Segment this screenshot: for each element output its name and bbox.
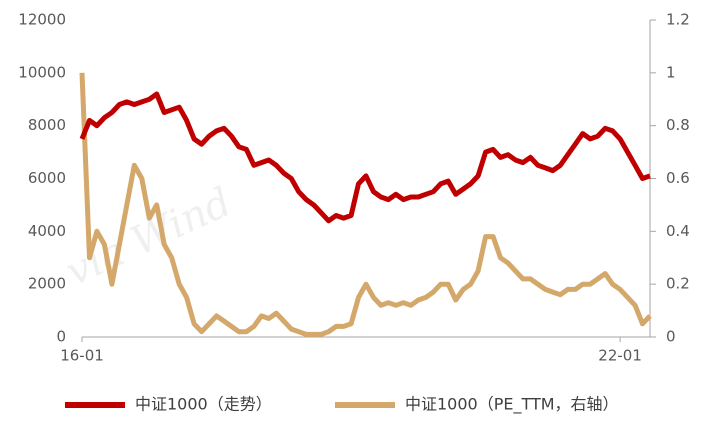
y2-tick-label: 0.6 bbox=[666, 169, 690, 187]
y-tick-label: 2000 bbox=[28, 275, 66, 293]
y2-tick-label: 1 bbox=[666, 63, 676, 81]
legend-label: 中证1000（PE_TTM，右轴） bbox=[405, 395, 619, 415]
y-tick-label: 4000 bbox=[28, 222, 66, 240]
x-tick-label: 16-01 bbox=[60, 347, 104, 365]
y-tick-label: 6000 bbox=[28, 169, 66, 187]
series-line bbox=[79, 91, 651, 224]
x-tick-label: 22-01 bbox=[598, 347, 642, 365]
y2-tick-label: 0 bbox=[666, 328, 676, 346]
y2-tick-label: 0.4 bbox=[666, 222, 690, 240]
y-tick-label: 10000 bbox=[18, 63, 66, 81]
y-tick-label: 12000 bbox=[18, 11, 66, 29]
y2-tick-label: 1.2 bbox=[666, 11, 690, 29]
legend-label: 中证1000（走势） bbox=[135, 395, 272, 414]
y2-tick-label: 0.8 bbox=[666, 116, 690, 134]
y-tick-label: 8000 bbox=[28, 116, 66, 134]
y2-tick-label: 0.2 bbox=[666, 275, 690, 293]
y-tick-label: 0 bbox=[56, 328, 66, 346]
series-line bbox=[79, 72, 652, 337]
